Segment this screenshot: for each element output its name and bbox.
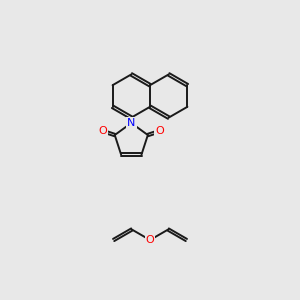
- Text: N: N: [127, 118, 136, 128]
- Text: O: O: [155, 126, 164, 136]
- Text: O: O: [146, 235, 154, 245]
- Text: O: O: [98, 126, 107, 136]
